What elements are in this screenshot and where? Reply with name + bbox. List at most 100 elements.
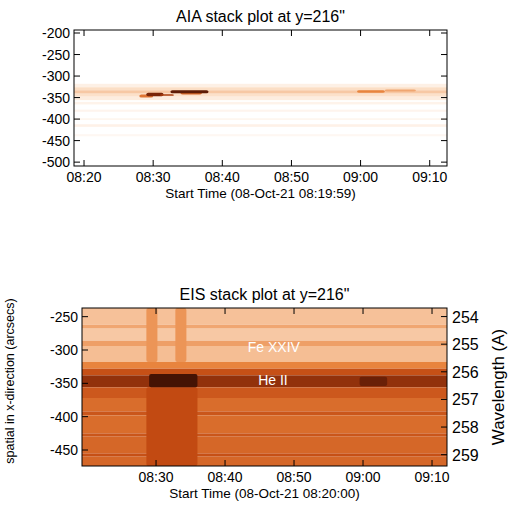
y2-tick <box>441 316 447 317</box>
x-tick <box>429 160 430 166</box>
y-tick-label: -200 <box>42 25 70 41</box>
y-tick-label: -250 <box>50 309 78 325</box>
feature <box>170 90 208 93</box>
y2-tick-label: 257 <box>452 391 479 408</box>
y2-tick <box>441 371 447 372</box>
y-tick <box>441 33 447 34</box>
x-tick <box>153 160 154 166</box>
x-tick-label: 08:40 <box>205 169 240 185</box>
x-tick <box>156 308 157 314</box>
band <box>74 30 447 166</box>
x-tick <box>222 30 223 36</box>
feature <box>149 374 197 387</box>
x-tick-label: 08:30 <box>136 169 171 185</box>
y-tick <box>74 140 80 141</box>
y-tick <box>74 76 80 77</box>
band <box>74 124 447 127</box>
x-tick <box>153 30 154 36</box>
x-tick-label: 08:30 <box>139 469 174 485</box>
y-tick-label: -450 <box>50 442 78 458</box>
y-tick <box>74 119 80 120</box>
y-tick <box>74 54 80 55</box>
panel-0: 08:2008:3008:4008:5009:0009:10-200-250-3… <box>42 8 447 201</box>
band <box>82 387 447 398</box>
x-tick <box>432 460 433 466</box>
y2-tick <box>441 427 447 428</box>
feature <box>146 387 197 466</box>
y-tick <box>82 383 88 384</box>
y-tick <box>74 33 80 34</box>
band <box>82 457 447 466</box>
plot-area <box>74 30 447 166</box>
x-tick <box>294 460 295 466</box>
feature <box>357 90 385 93</box>
band <box>74 102 447 105</box>
x-tick <box>222 160 223 166</box>
annotation: Fe XXIV <box>248 339 301 355</box>
x-tick <box>294 308 295 314</box>
figure: 08:2008:3008:4008:5009:0009:10-200-250-3… <box>0 0 517 506</box>
x-tick <box>360 30 361 36</box>
x-axis-title: Start Time (08-Oct-21 08:20:00) <box>169 486 360 501</box>
x-tick-label: 08:40 <box>208 469 243 485</box>
band <box>74 97 447 100</box>
x-tick-label: 08:50 <box>274 169 309 185</box>
y-tick <box>74 162 80 163</box>
feature <box>160 94 174 96</box>
y2-tick <box>441 344 447 345</box>
feature <box>146 308 157 362</box>
x-tick <box>432 308 433 314</box>
frame <box>82 308 447 466</box>
feature <box>360 377 388 386</box>
y2-tick <box>441 399 447 400</box>
y-tick <box>441 162 447 163</box>
band <box>74 134 447 136</box>
band <box>74 90 447 93</box>
x-tick <box>363 460 364 466</box>
band <box>82 433 447 436</box>
feature <box>175 308 186 362</box>
y2-axis-title: Wavelength (A) <box>489 329 508 446</box>
y-tick-label: -350 <box>50 375 78 391</box>
x-tick <box>363 308 364 314</box>
y2-tick-label: 256 <box>452 364 479 381</box>
x-tick-label: 09:00 <box>346 469 381 485</box>
y-tick <box>74 97 80 98</box>
y-tick-label: -350 <box>42 90 70 106</box>
plot-area <box>82 308 447 466</box>
band <box>82 362 447 369</box>
y2-tick-label: 258 <box>452 419 479 436</box>
x-tick-label: 09:10 <box>415 469 450 485</box>
band <box>82 325 447 329</box>
y2-tick-label: 259 <box>452 447 479 464</box>
y-tick-label: -400 <box>42 111 70 127</box>
y-tick <box>441 54 447 55</box>
y-tick <box>441 119 447 120</box>
x-tick <box>429 30 430 36</box>
band <box>82 415 447 433</box>
x-tick <box>156 460 157 466</box>
band <box>82 453 447 456</box>
y-tick-label: -250 <box>42 47 70 63</box>
band <box>74 118 447 120</box>
x-tick <box>360 160 361 166</box>
x-tick <box>291 30 292 36</box>
title: AIA stack plot at y=216" <box>176 8 345 25</box>
band <box>74 110 447 112</box>
x-tick <box>84 160 85 166</box>
y-tick <box>82 450 88 451</box>
title: EIS stack plot at y=216" <box>180 286 350 303</box>
x-tick-label: 09:00 <box>343 169 378 185</box>
y-tick <box>441 140 447 141</box>
y-tick-label: -500 <box>42 154 70 170</box>
panel-1: 08:3008:4008:5009:0009:10-250-300-350-40… <box>3 286 508 501</box>
y-tick-label: -400 <box>50 409 78 425</box>
band <box>82 398 447 411</box>
y2-tick-label: 255 <box>452 336 479 353</box>
y-tick <box>82 350 88 351</box>
band <box>82 411 447 415</box>
y2-tick-label: 254 <box>452 309 479 326</box>
x-tick <box>84 30 85 36</box>
x-tick <box>225 460 226 466</box>
x-tick-label: 08:50 <box>277 469 312 485</box>
